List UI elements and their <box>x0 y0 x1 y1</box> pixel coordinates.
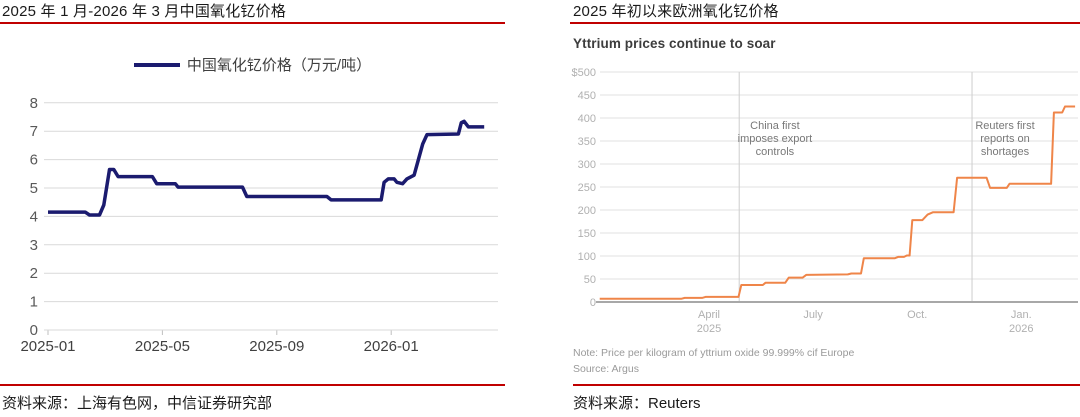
axis-label: 2025-05 <box>135 338 190 355</box>
axis-label: Oct. <box>907 309 927 321</box>
axis-label: controls <box>756 146 795 158</box>
right-chart-inner-source: Source: Argus <box>573 363 639 375</box>
axis-label: 7 <box>30 123 38 140</box>
axis-label: 2026-01 <box>364 338 419 355</box>
axis-label: Reuters first <box>975 120 1034 132</box>
axis-label: 8 <box>30 95 38 112</box>
axis-label: 50 <box>584 274 596 286</box>
axis-label: Jan. <box>1011 309 1032 321</box>
axis-label: 1 <box>30 294 38 311</box>
axis-label: 2025-09 <box>249 338 304 355</box>
left-title-rule <box>0 22 505 24</box>
right-source-rule <box>573 384 1080 386</box>
axis-label: 100 <box>578 251 596 263</box>
axis-label: 300 <box>578 159 596 171</box>
left-figure: 2025 年 1 月-2026 年 3 月中国氧化钇价格 中国氧化钇价格（万元/… <box>0 0 505 417</box>
right-chart-headline: Yttrium prices continue to soar <box>573 36 776 51</box>
right-chart-note: Note: Price per kilogram of yttrium oxid… <box>573 347 855 359</box>
axis-label: 200 <box>578 205 596 217</box>
axis-label: 4 <box>30 208 38 225</box>
axis-label: shortages <box>981 146 1030 158</box>
legend-label: 中国氧化钇价格（万元/吨） <box>186 57 372 74</box>
axis-label: 6 <box>30 152 38 169</box>
europe-price-line <box>599 105 1076 300</box>
axis-label: 250 <box>578 182 596 194</box>
axis-label: 2 <box>30 265 38 282</box>
right-figure-title: 2025 年初以来欧洲氧化钇价格 <box>573 3 779 20</box>
right-title-rule <box>570 22 1080 24</box>
left-source-text: 资料来源：上海有色网，中信证券研究部 <box>2 395 273 412</box>
axis-label: April <box>698 309 720 321</box>
axis-label: 350 <box>578 136 596 148</box>
axis-label: 2025 <box>697 323 721 335</box>
left-chart-canvas: 0 1 2 3 4 5 6 7 8 2025-01 2025-05 2025-09 2026-01 <box>20 95 498 355</box>
axis-label: 3 <box>30 237 38 254</box>
left-chart-legend: 中国氧化钇价格（万元/吨） <box>0 54 505 75</box>
axis-label: $500 <box>572 67 596 79</box>
legend-line-swatch <box>133 62 180 67</box>
axis-label: 450 <box>578 90 596 102</box>
axis-label: reports on <box>980 133 1030 145</box>
axis-label: 0 <box>30 322 38 339</box>
axis-label: 0 <box>590 297 596 309</box>
right-source-text: 资料来源：Reuters <box>573 395 701 412</box>
axis-label: 5 <box>30 180 38 197</box>
china-price-line <box>48 119 485 217</box>
axis-label: China first <box>750 120 800 132</box>
axis-label: July <box>803 309 823 321</box>
axis-label: 2025-01 <box>20 338 75 355</box>
axis-label: 150 <box>578 228 596 240</box>
right-figure: 2025 年初以来欧洲氧化钇价格 Yttrium prices continue… <box>560 0 1080 417</box>
axis-label: 2026 <box>1009 323 1033 335</box>
left-figure-title: 2025 年 1 月-2026 年 3 月中国氧化钇价格 <box>2 3 287 20</box>
axis-label: 400 <box>578 113 596 125</box>
left-source-rule <box>0 384 505 386</box>
axis-label: imposes export <box>738 133 813 145</box>
right-chart-canvas: $500 450 400 350 300 250 200 150 100 50 0 China fir… <box>572 67 1078 335</box>
